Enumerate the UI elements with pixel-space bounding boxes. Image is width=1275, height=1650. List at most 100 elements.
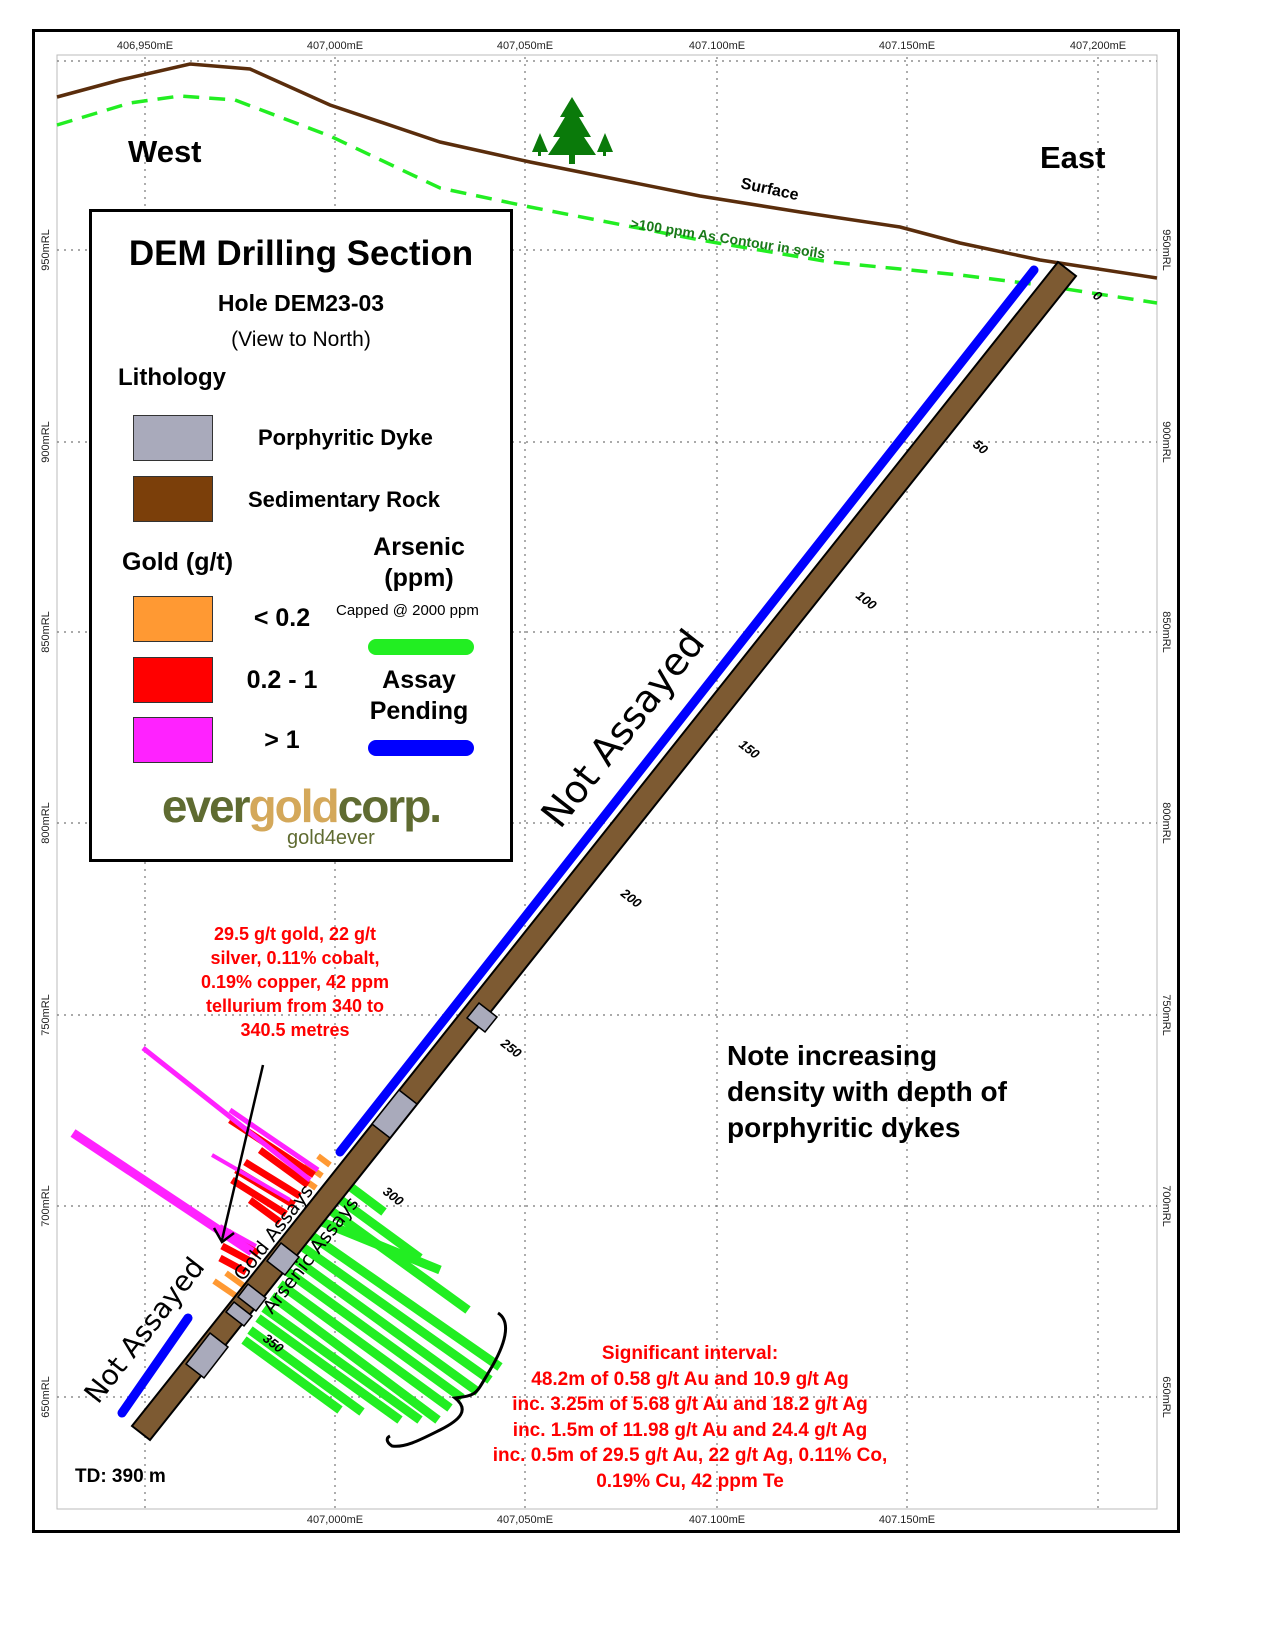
interval-line: inc. 3.25m of 5.68 g/t Au and 18.2 g/t A… — [512, 1394, 868, 1415]
rl-label: 900mRL — [1160, 421, 1172, 463]
callout-line: 29.5 g/t gold, 22 g/t — [213, 924, 377, 944]
depth-marker: 50 — [970, 437, 991, 458]
gold-high-swatch — [133, 717, 213, 763]
gold-low-label: < 0.2 — [253, 604, 311, 632]
easting-label: 407,050mE — [497, 40, 553, 52]
callout-line: 340.5 metres — [240, 1020, 350, 1040]
hole-sediment-interval — [130, 260, 1078, 1442]
tree-icon — [532, 97, 613, 164]
easting-label: 407.150mE — [879, 40, 935, 52]
rl-label: 750mRL — [1160, 994, 1172, 1036]
callout-line: silver, 0.11% cobalt, — [210, 948, 380, 968]
drill-hole-trace — [130, 260, 1078, 1442]
rl-label: 950mRL — [40, 229, 52, 271]
surface-label: Surface — [739, 175, 800, 204]
arsenic-soil-contour — [56, 94, 1158, 305]
evergold-logo: evergoldcorp. — [92, 779, 510, 833]
logo-gold: gold — [248, 780, 340, 832]
contour-label: >100 ppm As Contour in soils — [630, 215, 827, 262]
legend-title: DEM Drilling Section — [128, 234, 474, 273]
gold-high-label: > 1 — [264, 726, 300, 754]
arsenic-heading-line2: (ppm) — [384, 564, 454, 592]
gold-mid-swatch — [133, 657, 213, 703]
hole-dyke-interval — [224, 1300, 254, 1328]
surface-line — [56, 62, 1158, 280]
depth-marker: 200 — [617, 885, 645, 911]
td-label: TD: 390 m — [75, 1466, 166, 1487]
interval-brace — [385, 1311, 507, 1448]
rl-label: 900mRL — [40, 421, 52, 463]
rl-label: 850mRL — [40, 611, 52, 653]
logo-tagline: gold4ever — [287, 827, 375, 849]
plot-area — [56, 54, 1158, 1510]
gold-low-swatch — [133, 596, 213, 642]
assay-pending-legend-bar — [368, 740, 474, 756]
rl-label: 800mRL — [40, 802, 52, 844]
gold-mid-label: 0.2 - 1 — [246, 666, 318, 694]
arsenic-assay-bars — [241, 1181, 503, 1424]
porphyritic-dyke-swatch — [133, 415, 213, 461]
logo-corp: corp. — [337, 780, 442, 832]
easting-label: 406,950mE — [117, 40, 173, 52]
depth-marker: 250 — [497, 1035, 525, 1061]
note-line: density with depth of — [727, 1076, 1007, 1107]
interval-line: inc. 0.5m of 29.5 g/t Au, 22 g/t Ag, 0.1… — [492, 1445, 888, 1466]
interval-line: 48.2m of 0.58 g/t Au and 10.9 g/t Ag — [531, 1368, 849, 1390]
callout-line: tellurium from 340 to — [205, 996, 385, 1016]
east-label: East — [1040, 140, 1105, 175]
hole-dyke-interval — [236, 1282, 268, 1313]
assay-pending-line1: Assay — [382, 666, 456, 694]
lithology-heading: Lithology — [118, 364, 226, 391]
hole-dyke-interval — [465, 1001, 499, 1034]
hole-id: Hole DEM23-03 — [217, 290, 385, 316]
arsenic-legend-bar — [368, 639, 474, 655]
interval-line: Significant interval: — [601, 1343, 779, 1364]
rl-label: 650mRL — [1160, 1376, 1172, 1418]
gold-heading: Gold (g/t) — [122, 548, 234, 576]
view-direction: (View to North) — [231, 328, 371, 351]
rl-label: 950mRL — [1160, 229, 1172, 271]
west-label: West — [128, 134, 202, 169]
rl-label: 850mRL — [1160, 611, 1172, 653]
hole-dyke-interval — [370, 1088, 419, 1140]
easting-label: 407.100mE — [689, 40, 745, 52]
note-line: Note increasing — [727, 1040, 938, 1071]
rl-label: 750mRL — [40, 994, 52, 1036]
note-line: porphyritic dykes — [727, 1112, 961, 1143]
high-grade-callout: 29.5 g/t gold, 22 g/t silver, 0.11% coba… — [160, 922, 430, 1042]
rl-axis-right: 950mRL 900mRL 850mRL 800mRL 750mRL 700mR… — [1160, 229, 1172, 1418]
easting-label: 407,050mE — [497, 1514, 553, 1526]
easting-axis-bottom: 407,000mE 407,050mE 407.100mE 407.150mE — [307, 1514, 935, 1526]
callout-line: 0.19% copper, 42 ppm — [200, 972, 390, 992]
rl-label: 700mRL — [1160, 1185, 1172, 1227]
assay-pending-bar-upper — [335, 265, 1039, 1157]
assay-pending-bar-lower — [117, 1313, 193, 1418]
porphyritic-dyke-label: Porphyritic Dyke — [258, 425, 433, 450]
dyke-density-note: Note increasing density with depth of po… — [727, 1038, 1007, 1146]
gold-assay-bars — [70, 1046, 332, 1299]
arsenic-heading-line1: Arsenic — [373, 533, 465, 561]
rl-axis-left: 950mRL 900mRL 850mRL 800mRL 750mRL 700mR… — [40, 229, 52, 1418]
easting-label: 407.100mE — [689, 1514, 745, 1526]
easting-label: 407,200mE — [1070, 40, 1126, 52]
callout-arrow — [212, 1064, 265, 1244]
rl-label: 800mRL — [1160, 802, 1172, 844]
assay-pending-line2: Pending — [369, 697, 469, 725]
easting-label: 407.150mE — [879, 1514, 935, 1526]
hole-dyke-interval — [265, 1241, 301, 1277]
sedimentary-rock-swatch — [133, 476, 213, 522]
arsenic-capped-note: Capped @ 2000 ppm — [336, 602, 479, 619]
depth-marker: 300 — [380, 1184, 407, 1210]
assay-pending-heading: Assay Pending — [354, 665, 484, 727]
significant-interval-summary: Significant interval: 48.2m of 0.58 g/t … — [440, 1341, 940, 1494]
easting-label: 407,000mE — [307, 1514, 363, 1526]
rl-label: 700mRL — [40, 1185, 52, 1227]
easting-label: 407,000mE — [307, 40, 363, 52]
rl-label: 650mRL — [40, 1376, 52, 1418]
depth-marker: 150 — [736, 737, 763, 763]
sedimentary-rock-label: Sedimentary Rock — [248, 487, 440, 512]
interval-line: 0.19% Cu, 42 ppm Te — [596, 1470, 784, 1492]
hole-dyke-interval — [184, 1331, 230, 1380]
legend-box: DEM Drilling Section Hole DEM23-03 (View… — [89, 209, 513, 862]
